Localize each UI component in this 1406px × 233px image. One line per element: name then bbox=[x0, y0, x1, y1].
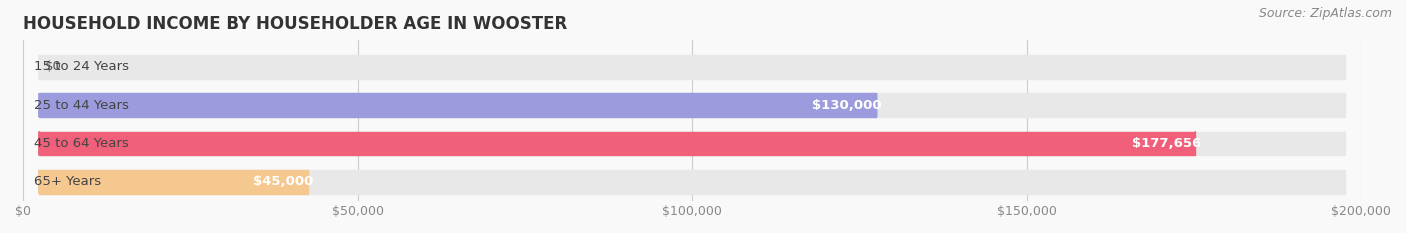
Bar bbox=[39, 170, 1344, 194]
Text: HOUSEHOLD INCOME BY HOUSEHOLDER AGE IN WOOSTER: HOUSEHOLD INCOME BY HOUSEHOLDER AGE IN W… bbox=[22, 15, 567, 33]
Text: Source: ZipAtlas.com: Source: ZipAtlas.com bbox=[1258, 7, 1392, 20]
Bar bbox=[39, 93, 876, 117]
Bar bbox=[39, 170, 308, 194]
Bar bbox=[39, 132, 1344, 155]
Text: $45,000: $45,000 bbox=[253, 175, 314, 188]
Bar bbox=[39, 55, 1344, 79]
Text: 65+ Years: 65+ Years bbox=[34, 175, 101, 188]
Bar bbox=[39, 132, 1195, 155]
Bar bbox=[39, 93, 1344, 117]
Text: $130,000: $130,000 bbox=[813, 99, 882, 112]
Text: $177,656: $177,656 bbox=[1132, 137, 1201, 150]
Text: 15 to 24 Years: 15 to 24 Years bbox=[34, 60, 129, 73]
Text: $0: $0 bbox=[45, 60, 62, 73]
Text: 25 to 44 Years: 25 to 44 Years bbox=[34, 99, 128, 112]
Text: 45 to 64 Years: 45 to 64 Years bbox=[34, 137, 128, 150]
